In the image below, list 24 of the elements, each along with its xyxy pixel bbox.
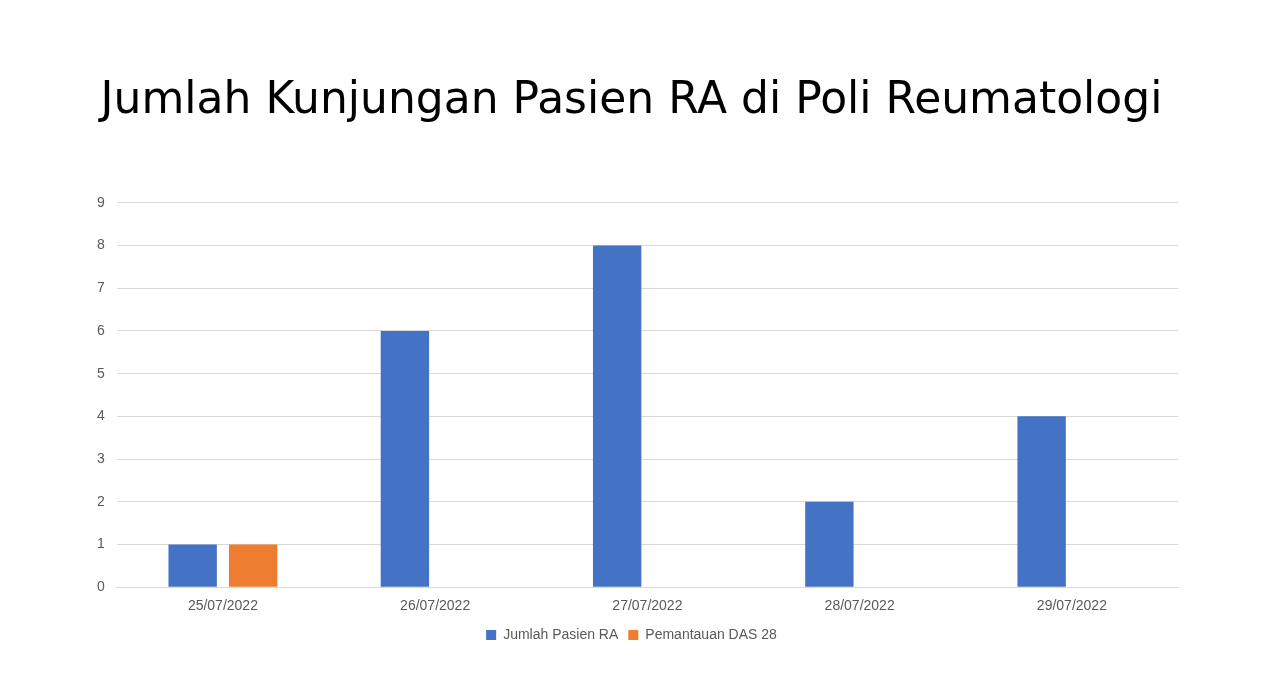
bar (168, 544, 217, 587)
chart-title: Jumlah Kunjungan Pasien RA di Poli Reumatologi (97, 71, 1163, 123)
x-tick-label: 28/07/2022 (824, 597, 895, 614)
y-tick-label: 7 (96, 279, 105, 296)
y-tick-label: 2 (96, 492, 105, 509)
y-tick-label: 5 (96, 364, 105, 381)
y-tick-label: 1 (96, 535, 105, 552)
x-tick-label: 29/07/2022 (1036, 597, 1108, 614)
bar (592, 245, 642, 587)
x-tick-label: 26/07/2022 (400, 597, 471, 614)
x-tick-label: 27/07/2022 (612, 597, 683, 614)
y-tick-label: 0 (96, 578, 105, 595)
bar (805, 501, 854, 587)
bar (380, 330, 430, 587)
y-tick-label: 8 (96, 236, 105, 253)
y-tick-label: 6 (96, 321, 105, 338)
bar (1017, 416, 1066, 587)
bar (228, 544, 278, 587)
legend-label: Jumlah Pasien RA (503, 625, 619, 642)
x-tick-label: 25/07/2022 (187, 597, 259, 614)
y-tick-label: 9 (96, 193, 105, 210)
legend-label: Pemantauan DAS 28 (645, 625, 778, 642)
y-tick-label: 4 (96, 407, 105, 424)
y-tick-label: 3 (96, 449, 105, 466)
